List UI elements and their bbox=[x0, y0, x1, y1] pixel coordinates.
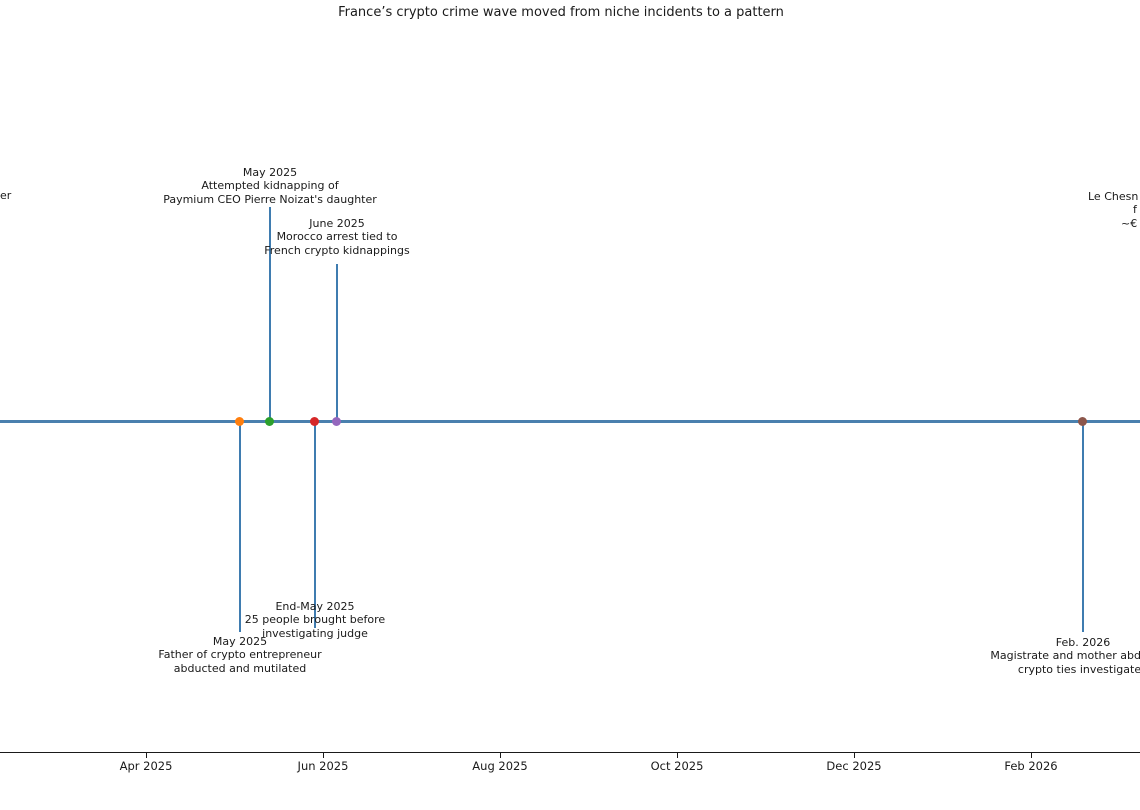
event-label-father: May 2025 Father of crypto entrepreneur a… bbox=[90, 635, 390, 675]
event-label-line: May 2025 bbox=[242, 166, 298, 179]
event-label-line: crypto ties investigated bbox=[1017, 662, 1140, 676]
event-label-line: French crypto kidnappings bbox=[264, 243, 410, 257]
event-label-judge: End-May 2025 25 people brought before in… bbox=[165, 600, 465, 640]
x-axis-tick-label: Feb 2026 bbox=[1004, 759, 1058, 773]
event-label-line: Attempted kidnapping of bbox=[201, 179, 339, 193]
x-axis-tick-label: Aug 2025 bbox=[472, 759, 528, 773]
event-label-line: abducted and mutilated bbox=[173, 661, 307, 675]
x-axis-line bbox=[0, 752, 1140, 753]
x-axis-tick-label: Dec 2025 bbox=[826, 759, 882, 773]
x-axis-tick bbox=[500, 753, 501, 758]
x-axis-tick bbox=[677, 753, 678, 758]
event-label-magistrate: Feb. 2026 Magistrate and mother abducted… bbox=[923, 636, 1140, 676]
event-label-line: Magistrate and mother abducted, bbox=[990, 649, 1140, 663]
event-stem-morocco bbox=[336, 264, 338, 422]
clipped-text-fragment-right-3: ~€ bbox=[1121, 217, 1138, 230]
event-label-line: investigating judge bbox=[262, 626, 368, 640]
event-label-paymium: May 2025 Attempted kidnapping of Paymium… bbox=[120, 166, 420, 206]
event-label-line: Father of crypto entrepreneur bbox=[158, 648, 322, 662]
event-marker-judge bbox=[310, 417, 319, 426]
event-stem-paymium bbox=[269, 207, 271, 422]
event-label-line: 25 people brought before bbox=[244, 613, 386, 627]
x-axis-tick bbox=[323, 753, 324, 758]
clipped-text-fragment-left: er bbox=[0, 189, 12, 202]
event-marker-magistrate bbox=[1078, 417, 1087, 426]
event-stem-judge bbox=[314, 422, 316, 628]
event-marker-paymium bbox=[265, 417, 274, 426]
event-marker-father bbox=[235, 417, 244, 426]
event-label-line: Morocco arrest tied to bbox=[276, 230, 398, 244]
event-label-line: Paymium CEO Pierre Noizat's daughter bbox=[163, 192, 377, 206]
event-label-line: Feb. 2026 bbox=[1055, 636, 1111, 649]
event-stem-magistrate bbox=[1082, 422, 1084, 632]
event-label-morocco: June 2025 Morocco arrest tied to French … bbox=[187, 217, 487, 257]
x-axis-tick-label: Oct 2025 bbox=[650, 759, 704, 773]
x-axis-tick-label: Jun 2025 bbox=[297, 759, 349, 773]
event-marker-morocco bbox=[332, 417, 341, 426]
x-axis-tick-label: Apr 2025 bbox=[119, 759, 173, 773]
event-label-line: End-May 2025 bbox=[275, 600, 355, 613]
chart-title: France’s crypto crime wave moved from ni… bbox=[338, 5, 784, 20]
clipped-text-fragment-right-1: Le Chesn bbox=[1088, 190, 1139, 203]
event-stem-father bbox=[239, 422, 241, 632]
event-label-line: June 2025 bbox=[309, 217, 365, 230]
x-axis-tick bbox=[854, 753, 855, 758]
event-label-line: May 2025 bbox=[212, 635, 268, 648]
x-axis-tick bbox=[1031, 753, 1032, 758]
x-axis-tick bbox=[146, 753, 147, 758]
clipped-text-fragment-right-2: f bbox=[1133, 203, 1137, 216]
timeline-baseline bbox=[0, 420, 1140, 423]
